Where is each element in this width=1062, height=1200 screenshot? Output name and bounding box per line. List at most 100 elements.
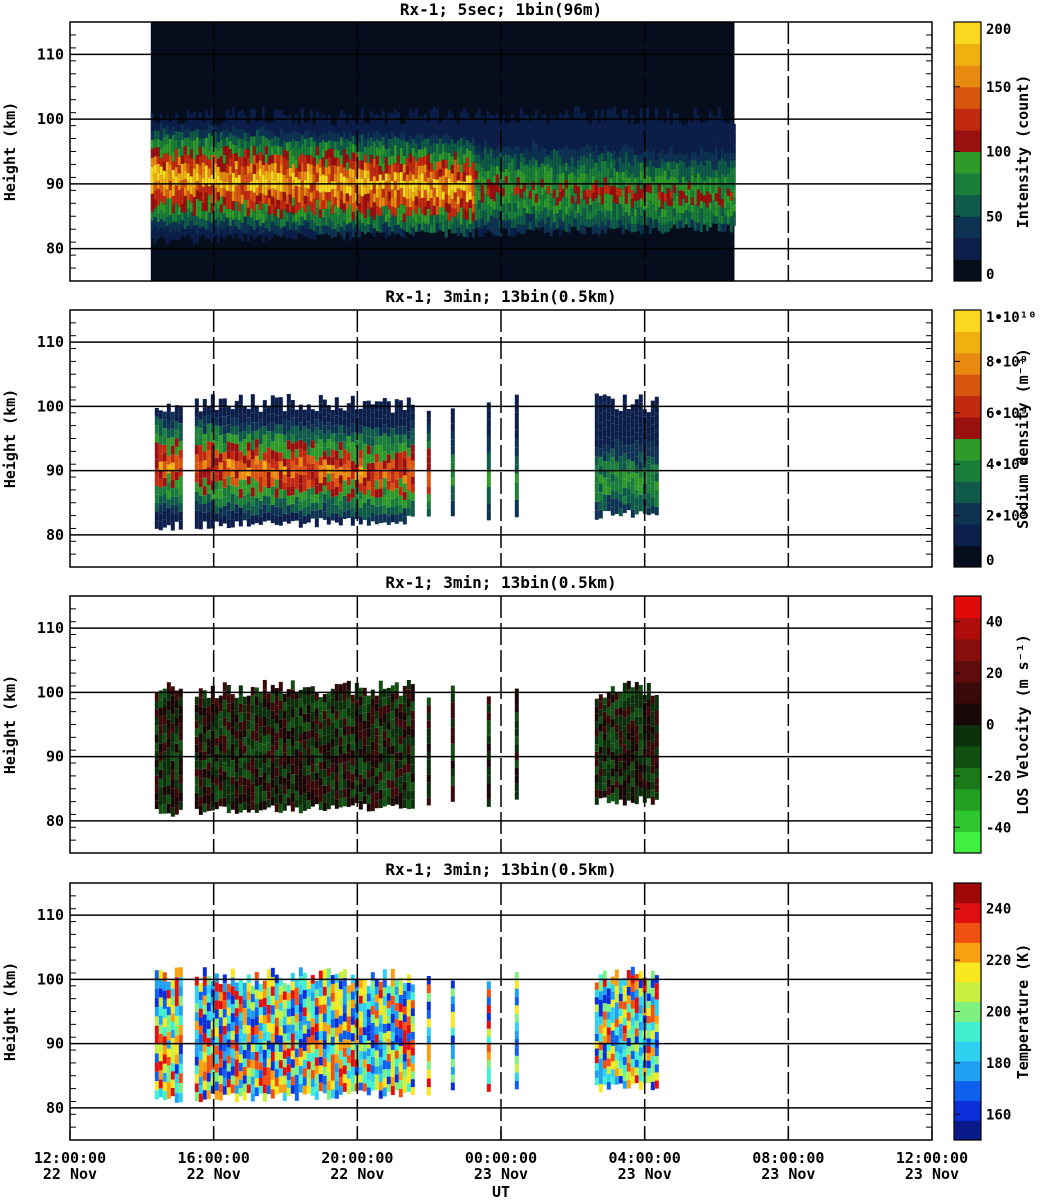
- data-cell: [711, 200, 715, 208]
- data-cell: [312, 174, 316, 183]
- data-cell: [210, 703, 215, 713]
- data-cell: [252, 136, 256, 146]
- data-cell: [314, 764, 319, 773]
- data-cell: [717, 133, 721, 143]
- data-cell: [732, 123, 736, 132]
- data-cell: [489, 215, 493, 225]
- data-cell: [206, 762, 211, 771]
- data-cell: [406, 781, 411, 791]
- data-cell: [374, 695, 379, 704]
- data-cell: [362, 503, 367, 512]
- data-cell: [318, 430, 323, 440]
- data-cell: [579, 147, 583, 157]
- data-cell: [675, 155, 679, 164]
- data-cell: [417, 141, 421, 150]
- data-cell: [194, 744, 199, 753]
- data-cell: [348, 204, 352, 214]
- data-cell: [234, 193, 238, 202]
- data-cell: [254, 786, 259, 796]
- data-cell: [214, 473, 219, 482]
- data-cell: [693, 107, 697, 117]
- data-cell: [195, 128, 199, 138]
- data-cell: [384, 189, 388, 198]
- data-cell: [242, 696, 247, 705]
- data-cell: [350, 516, 355, 526]
- data-cell: [528, 128, 532, 137]
- data-cell: [278, 709, 283, 720]
- data-cell: [264, 211, 268, 221]
- data-cell: [174, 779, 179, 789]
- data-cell: [444, 116, 448, 126]
- data-cell: [519, 108, 523, 118]
- data-cell: [646, 507, 651, 516]
- data-cell: [357, 177, 361, 186]
- data-cell: [183, 129, 187, 138]
- data-cell: [723, 168, 727, 177]
- data-cell: [177, 190, 181, 199]
- data-cell: [435, 126, 439, 136]
- data-cell: [315, 181, 319, 191]
- data-cell: [210, 116, 214, 126]
- data-cell: [626, 452, 631, 460]
- data-cell: [429, 127, 433, 137]
- data-cell: [410, 764, 415, 774]
- data-cell: [219, 188, 223, 197]
- data-cell: [594, 206, 598, 216]
- data-cell: [394, 778, 399, 788]
- data-cell: [386, 427, 391, 437]
- data-cell: [286, 689, 291, 698]
- data-cell: [214, 457, 219, 466]
- data-cell: [222, 780, 227, 789]
- data-cell: [290, 792, 295, 803]
- data-cell: [338, 441, 343, 451]
- data-cell: [168, 155, 172, 165]
- data-cell: [489, 122, 493, 132]
- data-cell: [711, 154, 715, 162]
- data-cell: [480, 133, 484, 143]
- data-cell: [162, 804, 167, 814]
- data-cell: [390, 780, 395, 789]
- data-cell: [278, 461, 283, 471]
- data-cell: [279, 146, 283, 156]
- data-cell: [386, 712, 391, 722]
- data-cell: [322, 433, 327, 443]
- data-cell: [406, 735, 411, 745]
- data-cell: [374, 436, 379, 446]
- data-cell: [552, 124, 556, 133]
- data-cell: [198, 445, 203, 454]
- data-cell: [322, 802, 327, 811]
- data-cell: [486, 196, 490, 205]
- data-cell: [630, 165, 634, 174]
- data-cell: [549, 124, 553, 133]
- data-cell: [630, 412, 635, 421]
- data-cell: [594, 728, 599, 737]
- data-cell: [218, 719, 223, 728]
- data-cell: [333, 181, 337, 190]
- data-cell: [678, 182, 682, 191]
- data-cell: [171, 161, 175, 170]
- data-cell: [531, 181, 535, 190]
- data-cell: [414, 125, 418, 135]
- data-cell: [651, 220, 655, 229]
- data-cell: [250, 686, 255, 696]
- data-cell: [298, 716, 303, 726]
- colorbar-swatch: [954, 216, 981, 239]
- data-cell: [387, 147, 391, 157]
- data-cell: [441, 175, 445, 184]
- colorbar-tick-label: 2•10⁹: [986, 509, 1028, 525]
- data-cell: [170, 479, 175, 489]
- data-cell: [291, 164, 295, 173]
- data-cell: [408, 215, 412, 225]
- data-cell: [414, 116, 418, 126]
- data-cell: [318, 793, 323, 803]
- data-cell: [198, 697, 203, 707]
- data-cell: [326, 490, 331, 500]
- data-cell: [298, 689, 303, 699]
- data-cell: [650, 416, 655, 425]
- data-cell: [426, 766, 431, 775]
- data-cell: [546, 139, 550, 148]
- data-cell: [444, 211, 448, 221]
- data-cell: [585, 166, 589, 174]
- data-cell: [321, 157, 325, 166]
- data-cell: [222, 407, 227, 417]
